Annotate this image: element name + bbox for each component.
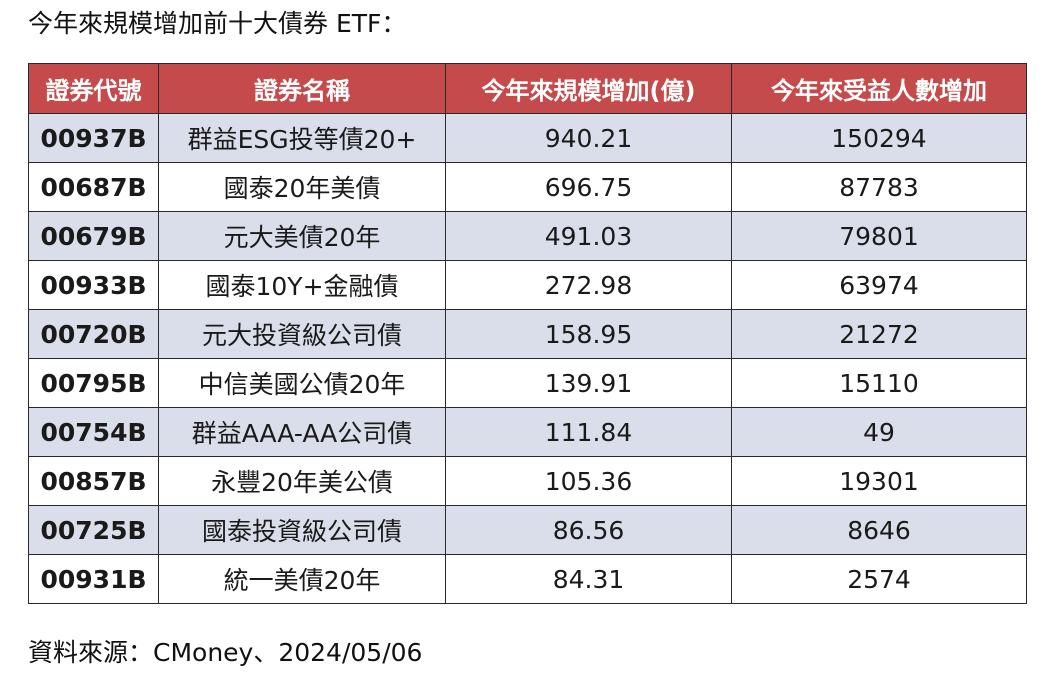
cell-name: 群益ESG投等債20+	[158, 113, 446, 163]
cell-name: 元大美債20年	[158, 211, 446, 261]
cell-name: 國泰10Y+金融債	[158, 260, 446, 310]
cell-code: 00795B	[28, 358, 159, 408]
cell-size-increase: 105.36	[445, 456, 732, 506]
table-header-row: 證券代號 證券名稱 今年來規模增加(億) 今年來受益人數增加	[28, 63, 1027, 114]
cell-code: 00937B	[28, 113, 159, 163]
table-row: 00795B 中信美國公債20年 139.91 15110	[28, 358, 1027, 408]
cell-holder-increase: 8646	[731, 505, 1027, 555]
table-row: 00720B 元大投資級公司債 158.95 21272	[28, 309, 1027, 359]
table-row: 00687B 國泰20年美債 696.75 87783	[28, 162, 1027, 212]
cell-holder-increase: 15110	[731, 358, 1027, 408]
cell-holder-increase: 19301	[731, 456, 1027, 506]
cell-size-increase: 940.21	[445, 113, 732, 163]
cell-name: 元大投資級公司債	[158, 309, 446, 359]
header-holder-increase: 今年來受益人數增加	[731, 63, 1027, 114]
cell-holder-increase: 63974	[731, 260, 1027, 310]
cell-holder-increase: 49	[731, 407, 1027, 457]
table-row: 00933B 國泰10Y+金融債 272.98 63974	[28, 260, 1027, 310]
header-code: 證券代號	[28, 63, 159, 114]
cell-code: 00725B	[28, 505, 159, 555]
header-name: 證券名稱	[158, 63, 446, 114]
cell-code: 00857B	[28, 456, 159, 506]
cell-name: 國泰20年美債	[158, 162, 446, 212]
cell-code: 00720B	[28, 309, 159, 359]
cell-size-increase: 158.95	[445, 309, 732, 359]
cell-code: 00931B	[28, 554, 159, 604]
cell-name: 永豐20年美公債	[158, 456, 446, 506]
cell-holder-increase: 87783	[731, 162, 1027, 212]
cell-name: 群益AAA-AA公司債	[158, 407, 446, 457]
etf-table: 證券代號 證券名稱 今年來規模增加(億) 今年來受益人數增加 00937B 群益…	[28, 63, 1027, 604]
table-row: 00937B 群益ESG投等債20+ 940.21 150294	[28, 113, 1027, 163]
cell-holder-increase: 21272	[731, 309, 1027, 359]
source-note: 資料來源：CMoney、2024/05/06	[28, 638, 423, 667]
cell-name: 國泰投資級公司債	[158, 505, 446, 555]
cell-size-increase: 86.56	[445, 505, 732, 555]
cell-size-increase: 272.98	[445, 260, 732, 310]
header-size-increase: 今年來規模增加(億)	[445, 63, 732, 114]
cell-code: 00933B	[28, 260, 159, 310]
cell-size-increase: 139.91	[445, 358, 732, 408]
table-row: 00754B 群益AAA-AA公司債 111.84 49	[28, 407, 1027, 457]
table-row: 00857B 永豐20年美公債 105.36 19301	[28, 456, 1027, 506]
cell-code: 00687B	[28, 162, 159, 212]
cell-holder-increase: 79801	[731, 211, 1027, 261]
cell-name: 中信美國公債20年	[158, 358, 446, 408]
table-row: 00679B 元大美債20年 491.03 79801	[28, 211, 1027, 261]
cell-size-increase: 491.03	[445, 211, 732, 261]
cell-size-increase: 696.75	[445, 162, 732, 212]
cell-holder-increase: 2574	[731, 554, 1027, 604]
cell-name: 統一美債20年	[158, 554, 446, 604]
table-row: 00931B 統一美債20年 84.31 2574	[28, 554, 1027, 604]
cell-size-increase: 84.31	[445, 554, 732, 604]
table-row: 00725B 國泰投資級公司債 86.56 8646	[28, 505, 1027, 555]
page-title: 今年來規模增加前十大債券 ETF：	[28, 9, 407, 38]
cell-code: 00754B	[28, 407, 159, 457]
cell-size-increase: 111.84	[445, 407, 732, 457]
cell-holder-increase: 150294	[731, 113, 1027, 163]
cell-code: 00679B	[28, 211, 159, 261]
